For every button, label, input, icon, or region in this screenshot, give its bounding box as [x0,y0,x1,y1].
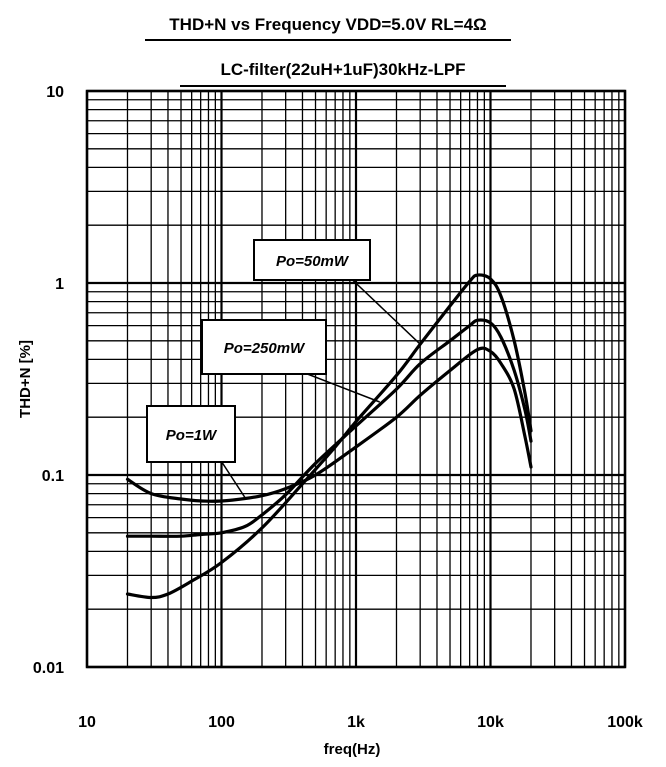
x-tick-label: 100 [208,714,235,731]
y-tick-labels: 10 1 0.1 0.01 [33,84,64,677]
annotation-label: Po=50mW [276,253,350,270]
series-lines [125,273,533,600]
x-tick-label: 10k [477,714,504,731]
series-line-1 [125,318,533,538]
annotation-label: Po=250mW [224,340,306,357]
annotation-box [201,319,327,375]
annotation-leader-line [221,461,246,499]
y-tick-label: 0.1 [42,468,64,485]
y-axis-label: THD+N [%] [17,340,34,418]
y-tick-label: 10 [46,84,64,101]
y-tick-label: 1 [55,276,64,293]
x-axis-label: freq(Hz) [324,741,381,758]
y-tick-label: 0.01 [33,660,64,677]
annotation-label: Po=1W [166,427,218,444]
series-annotations: Po=50mW Po=250mW Po=1W [146,239,421,499]
annotation-box [253,239,371,281]
chart-title: THD+N vs Frequency VDD=5.0V RL=4Ω [169,15,486,34]
annotation-box [146,405,236,463]
plot-frame [85,89,627,669]
annotation-leader-line [307,373,380,403]
x-tick-label: 100k [607,714,643,731]
annotation-leader-line [352,279,421,345]
series-line-2 [125,346,533,503]
x-tick-labels: 10 100 1k 10k 100k [78,714,643,731]
x-tick-label: 10 [78,714,96,731]
grid-lines [85,89,627,669]
series-line-0 [125,273,533,600]
chart-subtitle: LC-filter(22uH+1uF)30kHz-LPF [220,60,465,79]
x-tick-label: 1k [347,714,365,731]
